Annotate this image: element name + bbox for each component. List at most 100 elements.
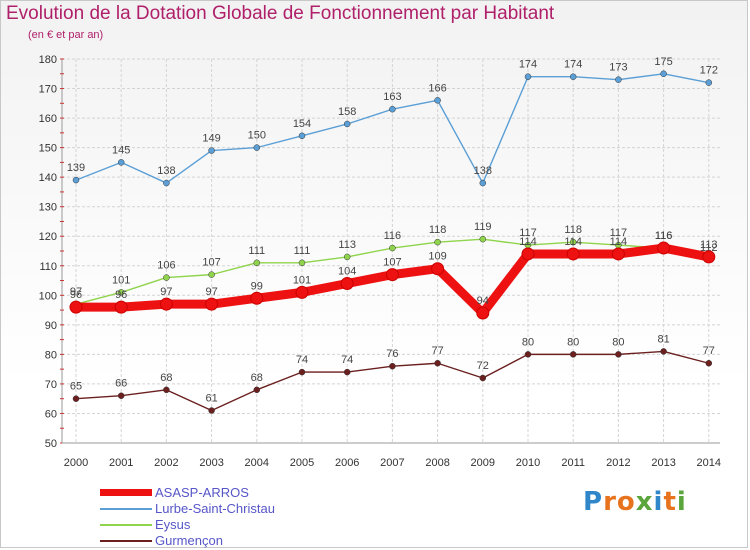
- data-point-asasp-arros: [205, 297, 219, 311]
- y-tick-label: 160: [39, 113, 57, 125]
- chart-title: Evolution de la Dotation Globale de Fonc…: [6, 3, 555, 24]
- data-point-gurmen-on: [208, 407, 215, 414]
- data-point-gurmen-on: [343, 368, 351, 376]
- proxiti-logo: Proxiti: [583, 487, 687, 517]
- data-point-gurmen-on: [117, 392, 125, 399]
- data-point-lurbe-saint-christau: [72, 176, 80, 184]
- data-point-lurbe-saint-christau: [434, 97, 441, 104]
- data-label-gurmen-on: 80: [522, 336, 534, 348]
- data-label-gurmen-on: 68: [251, 372, 263, 384]
- data-point-gurmen-on: [660, 348, 667, 355]
- legend-label: ASASP-ARROS: [155, 485, 249, 500]
- x-tick-label: 2009: [471, 457, 495, 469]
- data-label-eysus: 119: [474, 221, 492, 233]
- data-label-asasp-arros: 99: [251, 280, 263, 292]
- logo-letter: o: [616, 487, 636, 517]
- x-tick-label: 2004: [245, 457, 269, 469]
- data-label-eysus: 116: [384, 230, 402, 242]
- data-label-lurbe-saint-christau: 166: [428, 82, 446, 94]
- data-point-gurmen-on: [479, 374, 487, 382]
- data-label-asasp-arros: 97: [160, 286, 172, 298]
- y-tick-label: 100: [39, 290, 57, 302]
- data-point-eysus: [343, 253, 351, 261]
- data-label-gurmen-on: 76: [386, 348, 398, 360]
- x-tick-label: 2000: [64, 457, 88, 469]
- data-label-gurmen-on: 77: [703, 345, 715, 357]
- data-point-gurmen-on: [705, 359, 713, 367]
- data-label-eysus: 117: [610, 227, 628, 239]
- data-label-asasp-arros: 97: [205, 286, 217, 298]
- data-point-eysus: [434, 238, 441, 246]
- data-point-gurmen-on: [434, 359, 441, 367]
- x-tick-label: 2010: [516, 457, 540, 469]
- y-tick-label: 110: [39, 261, 57, 273]
- y-tick-label: 130: [39, 202, 57, 214]
- y-tick-label: 140: [39, 172, 57, 184]
- data-point-asasp-arros: [385, 268, 399, 282]
- data-point-asasp-arros: [250, 291, 264, 305]
- data-label-gurmen-on: 80: [567, 336, 579, 348]
- y-tick-label: 90: [45, 320, 57, 332]
- data-label-eysus: 117: [519, 227, 537, 239]
- data-label-eysus: 118: [429, 224, 447, 236]
- data-label-lurbe-saint-christau: 138: [474, 165, 492, 177]
- data-label-asasp-arros: 109: [428, 251, 446, 263]
- data-label-eysus: 101: [112, 274, 130, 286]
- data-point-asasp-arros: [295, 285, 309, 299]
- data-point-asasp-arros: [657, 241, 671, 255]
- data-label-asasp-arros: 113: [700, 239, 718, 251]
- x-tick-label: 2002: [154, 457, 178, 469]
- data-point-lurbe-saint-christau: [163, 179, 170, 187]
- data-label-asasp-arros: 114: [519, 236, 537, 248]
- data-point-lurbe-saint-christau: [524, 73, 532, 80]
- data-label-gurmen-on: 80: [612, 336, 624, 348]
- legend-label: Lurbe-Saint-Christau: [155, 501, 275, 516]
- data-label-lurbe-saint-christau: 138: [157, 165, 175, 177]
- y-tick-label: 50: [45, 438, 57, 450]
- data-label-eysus: 107: [202, 257, 220, 269]
- data-point-eysus: [163, 274, 170, 281]
- x-tick-label: 2012: [606, 457, 630, 469]
- data-label-lurbe-saint-christau: 158: [338, 106, 356, 118]
- data-label-gurmen-on: 61: [205, 393, 217, 405]
- legend-swatch: [100, 489, 152, 496]
- data-label-lurbe-saint-christau: 145: [112, 144, 130, 156]
- data-label-asasp-arros: 101: [293, 274, 311, 286]
- data-point-lurbe-saint-christau: [389, 105, 396, 113]
- data-point-lurbe-saint-christau: [479, 179, 487, 187]
- data-point-eysus: [569, 238, 577, 246]
- data-label-eysus: 111: [294, 245, 311, 257]
- data-label-lurbe-saint-christau: 163: [383, 91, 401, 103]
- data-label-eysus: 116: [655, 230, 673, 242]
- data-label-asasp-arros: 107: [383, 257, 401, 269]
- x-tick-label: 2006: [335, 457, 359, 469]
- data-point-asasp-arros: [69, 300, 83, 314]
- data-label-asasp-arros: 104: [338, 265, 356, 277]
- legend-label: Gurmençon: [155, 533, 223, 548]
- data-point-asasp-arros: [476, 306, 490, 320]
- logo-letter: x: [635, 487, 654, 517]
- data-label-lurbe-saint-christau: 174: [564, 59, 582, 71]
- data-point-asasp-arros: [159, 297, 173, 311]
- data-label-asasp-arros: 114: [610, 236, 628, 248]
- x-tick-label: 2007: [380, 457, 404, 469]
- data-label-asasp-arros: 114: [564, 236, 582, 248]
- data-point-lurbe-saint-christau: [117, 159, 125, 166]
- legend-swatch: [100, 524, 152, 526]
- y-tick-label: 150: [39, 143, 57, 155]
- data-label-gurmen-on: 81: [657, 333, 669, 345]
- data-point-lurbe-saint-christau: [253, 144, 261, 151]
- legend-label: Eysus: [155, 517, 191, 532]
- data-point-eysus: [389, 244, 396, 252]
- data-point-eysus: [479, 235, 487, 243]
- data-point-lurbe-saint-christau: [569, 73, 577, 80]
- data-point-gurmen-on: [615, 351, 622, 358]
- data-point-asasp-arros: [431, 262, 445, 276]
- x-tick-label: 2003: [199, 457, 223, 469]
- data-label-gurmen-on: 66: [115, 378, 127, 390]
- y-tick-label: 120: [39, 231, 57, 243]
- data-point-asasp-arros: [340, 276, 354, 290]
- data-point-gurmen-on: [72, 395, 80, 402]
- x-tick-label: 2011: [561, 457, 585, 469]
